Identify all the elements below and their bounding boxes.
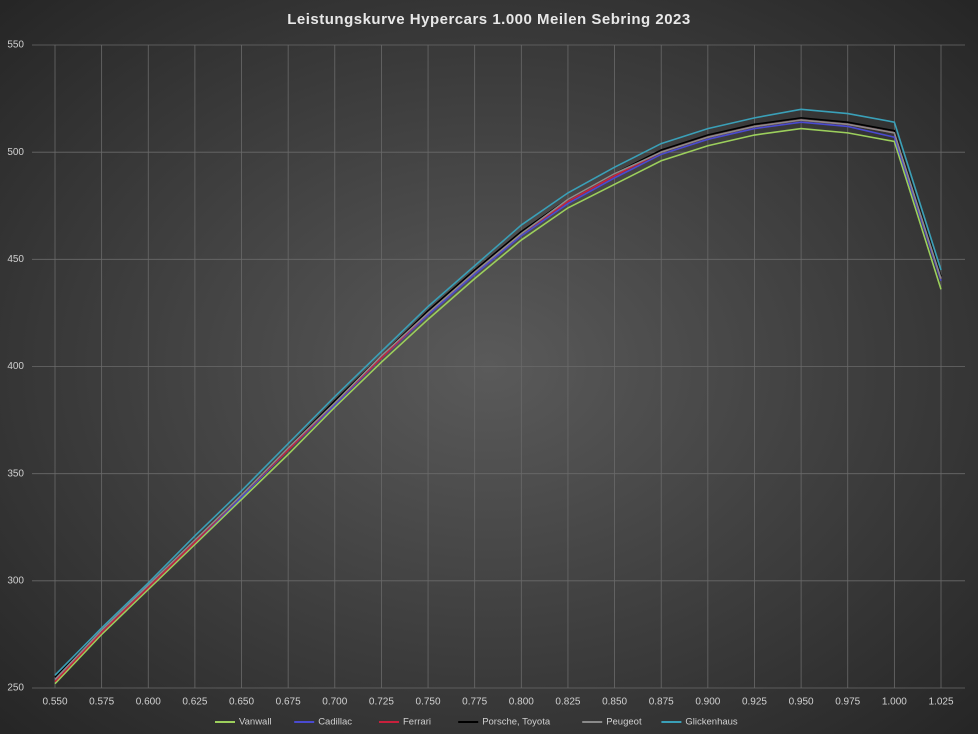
- x-tick-label: 0.700: [322, 697, 347, 708]
- y-tick-label: 550: [7, 40, 24, 51]
- series-line: [54, 127, 942, 685]
- chart-title: Leistungskurve Hypercars 1.000 Meilen Se…: [287, 11, 691, 28]
- series-line: [54, 119, 942, 680]
- x-tick-label: 0.925: [742, 697, 767, 708]
- legend-label: Ferrari: [403, 717, 431, 728]
- x-tick-label: 0.950: [789, 697, 814, 708]
- series-line: [54, 108, 942, 676]
- x-tick-label: 0.550: [42, 697, 67, 708]
- x-tick-label: 0.725: [369, 697, 394, 708]
- y-tick-label: 400: [7, 361, 24, 372]
- x-tick-label: 0.600: [136, 697, 161, 708]
- x-tick-label: 0.625: [182, 697, 207, 708]
- x-tick-label: 0.775: [462, 697, 487, 708]
- legend-label: Peugeot: [606, 717, 642, 728]
- x-tick-label: 0.900: [695, 697, 720, 708]
- x-tick-label: 0.575: [89, 697, 114, 708]
- x-tick-label: 0.850: [602, 697, 627, 708]
- legend-label: Cadillac: [318, 717, 352, 728]
- y-tick-label: 350: [7, 468, 24, 479]
- x-tick-label: 1.000: [882, 697, 907, 708]
- x-tick-label: 1.025: [928, 697, 953, 708]
- y-tick-label: 450: [7, 254, 24, 265]
- y-tick-label: 300: [7, 575, 24, 586]
- y-tick-label: 500: [7, 147, 24, 158]
- x-tick-label: 0.975: [835, 697, 860, 708]
- x-tick-label: 0.750: [416, 697, 441, 708]
- x-tick-label: 0.825: [555, 697, 580, 708]
- legend-label: Vanwall: [239, 717, 272, 728]
- y-tick-label: 250: [7, 683, 24, 694]
- legend-label: Porsche, Toyota: [482, 717, 551, 728]
- x-tick-label: 0.800: [509, 697, 534, 708]
- x-tick-label: 0.875: [649, 697, 674, 708]
- x-tick-label: 0.675: [276, 697, 301, 708]
- x-tick-label: 0.650: [229, 697, 254, 708]
- legend-label: Glickenhaus: [685, 717, 738, 728]
